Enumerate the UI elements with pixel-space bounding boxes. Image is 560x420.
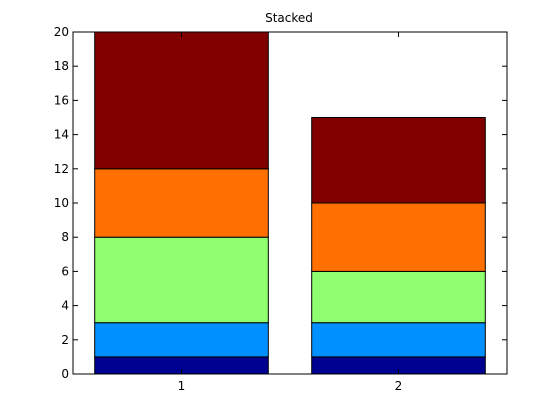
x-tick-label: 2 [395,379,403,393]
bar-segment [94,168,269,238]
y-axis: 0 2 4 6 8 10 12 14 16 18 20 [54,25,507,381]
y-tick-label: 18 [54,59,69,73]
y-tick-label: 20 [54,25,69,39]
y-tick-label: 16 [54,93,69,107]
x-tick-label: 1 [178,379,186,393]
bar-segment [311,270,486,324]
chart-title: Stacked [265,11,313,25]
bar-segment [94,322,269,358]
bar-segment [311,117,486,204]
y-tick-label: 10 [54,196,69,210]
y-tick-label: 4 [61,299,69,313]
bar-segment [311,202,486,272]
y-tick-label: 12 [54,162,69,176]
bar-segment [94,31,269,170]
bar-segment [94,236,269,324]
y-tick-label: 2 [61,333,69,347]
bar-segment [311,322,486,358]
y-tick-label: 0 [61,367,69,381]
y-tick-label: 8 [61,230,69,244]
y-tick-label: 14 [54,128,69,142]
y-tick-label: 6 [61,264,69,278]
